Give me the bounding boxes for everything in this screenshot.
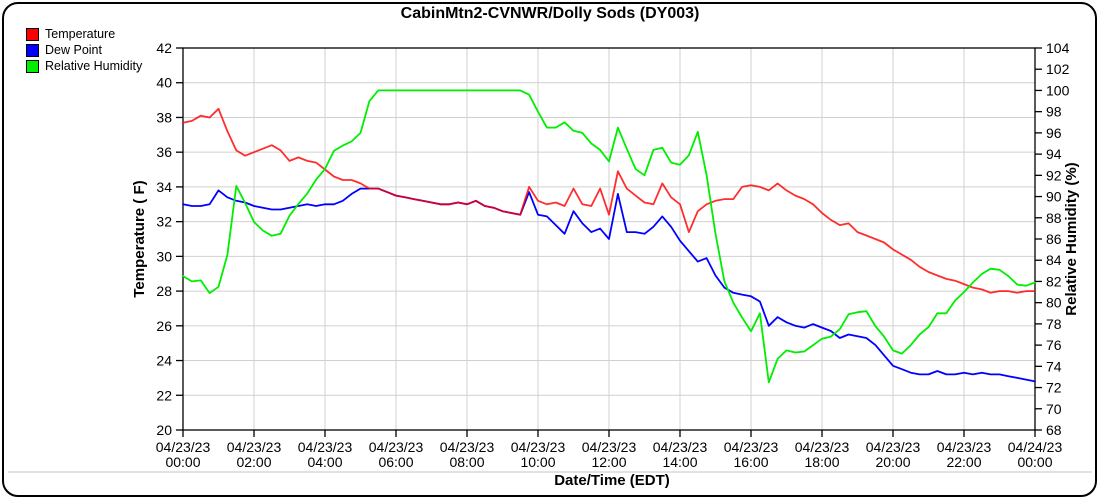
time-axis-tick-date: 04/23/23 xyxy=(156,439,211,455)
time-axis-tick-time: 00:00 xyxy=(1017,454,1052,470)
humidity-axis-tick-label: 70 xyxy=(1046,401,1062,417)
time-axis-tick-date: 04/23/23 xyxy=(582,439,637,455)
time-axis-tick-date: 04/23/23 xyxy=(227,439,282,455)
humidity-axis-tick-label: 96 xyxy=(1046,125,1062,141)
temp-axis-tick-label: 38 xyxy=(156,109,172,125)
humidity-axis-tick-label: 68 xyxy=(1046,422,1062,438)
time-axis-tick-time: 14:00 xyxy=(662,454,697,470)
time-axis-tick-date: 04/23/23 xyxy=(298,439,353,455)
humidity-axis-tick-label: 84 xyxy=(1046,252,1062,268)
temp-axis-tick-label: 30 xyxy=(156,248,172,264)
time-axis-tick-date: 04/23/23 xyxy=(795,439,850,455)
time-axis-tick-time: 02:00 xyxy=(236,454,271,470)
time-axis-tick-date: 04/23/23 xyxy=(724,439,779,455)
right-axis-title: Relative Humidity (%) xyxy=(1063,162,1080,315)
temp-axis-tick-label: 40 xyxy=(156,75,172,91)
humidity-axis-tick-label: 80 xyxy=(1046,295,1062,311)
humidity-axis-tick-label: 104 xyxy=(1046,40,1070,56)
time-axis-tick-time: 16:00 xyxy=(733,454,768,470)
time-axis-tick-date: 04/24/23 xyxy=(1008,439,1063,455)
temp-axis-tick-label: 32 xyxy=(156,214,172,230)
left-axis-title: Temperature ( F) xyxy=(131,180,148,297)
time-axis-tick-time: 00:00 xyxy=(165,454,200,470)
time-axis-tick-date: 04/23/23 xyxy=(866,439,921,455)
time-axis-tick-date: 04/23/23 xyxy=(511,439,566,455)
dew-point-series-line xyxy=(182,187,1036,383)
chart-title: CabinMtn2-CVNWR/Dolly Sods (DY003) xyxy=(400,5,700,22)
legend-item-temperature: Temperature xyxy=(26,26,142,42)
humidity-axis-tick-label: 92 xyxy=(1046,167,1062,183)
time-axis-tick-time: 04:00 xyxy=(307,454,342,470)
legend: Temperature Dew Point Relative Humidity xyxy=(26,26,142,74)
humidity-axis-tick-label: 98 xyxy=(1046,104,1062,120)
temp-axis-tick-label: 28 xyxy=(156,283,172,299)
legend-item-dew-point: Dew Point xyxy=(26,42,142,58)
humidity-axis-tick-label: 90 xyxy=(1046,189,1062,205)
legend-item-relative-humidity: Relative Humidity xyxy=(26,58,142,74)
temp-axis-tick-label: 20 xyxy=(156,422,172,438)
temp-axis-tick-label: 36 xyxy=(156,144,172,160)
relative-humidity-legend-label: Relative Humidity xyxy=(45,59,143,73)
time-axis-tick-time: 22:00 xyxy=(946,454,981,470)
humidity-axis-tick-label: 82 xyxy=(1046,273,1062,289)
humidity-axis-tick-label: 74 xyxy=(1046,358,1062,374)
time-axis-tick-date: 04/23/23 xyxy=(653,439,708,455)
temp-axis-tick-label: 24 xyxy=(156,353,172,369)
humidity-axis-tick-label: 86 xyxy=(1046,231,1062,247)
time-axis-tick-time: 10:00 xyxy=(520,454,555,470)
time-axis-tick-time: 12:00 xyxy=(591,454,626,470)
humidity-axis-tick-label: 102 xyxy=(1046,61,1070,77)
dew-point-legend-swatch xyxy=(26,43,39,57)
temp-axis-tick-label: 22 xyxy=(156,387,172,403)
dew-point-legend-label: Dew Point xyxy=(45,43,102,57)
relative-humidity-series-line xyxy=(182,89,1036,384)
x-axis-title: Date/Time (EDT) xyxy=(554,472,670,489)
humidity-axis-tick-label: 88 xyxy=(1046,210,1062,226)
time-axis-tick-time: 06:00 xyxy=(378,454,413,470)
time-axis-tick-time: 20:00 xyxy=(875,454,910,470)
time-axis-tick-date: 04/23/23 xyxy=(440,439,495,455)
time-axis-tick-time: 08:00 xyxy=(449,454,484,470)
humidity-axis-tick-label: 94 xyxy=(1046,146,1062,162)
temp-axis-tick-label: 34 xyxy=(156,179,172,195)
temp-axis-tick-label: 26 xyxy=(156,318,172,334)
temperature-legend-label: Temperature xyxy=(45,27,116,41)
time-axis-tick-time: 18:00 xyxy=(804,454,839,470)
humidity-axis-tick-label: 76 xyxy=(1046,337,1062,353)
temp-axis-tick-label: 42 xyxy=(156,40,172,56)
humidity-axis-tick-label: 78 xyxy=(1046,316,1062,332)
humidity-axis-tick-label: 100 xyxy=(1046,82,1070,98)
relative-humidity-legend-swatch xyxy=(26,59,39,73)
time-axis-tick-date: 04/23/23 xyxy=(369,439,424,455)
humidity-axis-tick-label: 72 xyxy=(1046,380,1062,396)
temperature-legend-swatch xyxy=(26,27,39,41)
time-axis-tick-date: 04/23/23 xyxy=(937,439,992,455)
